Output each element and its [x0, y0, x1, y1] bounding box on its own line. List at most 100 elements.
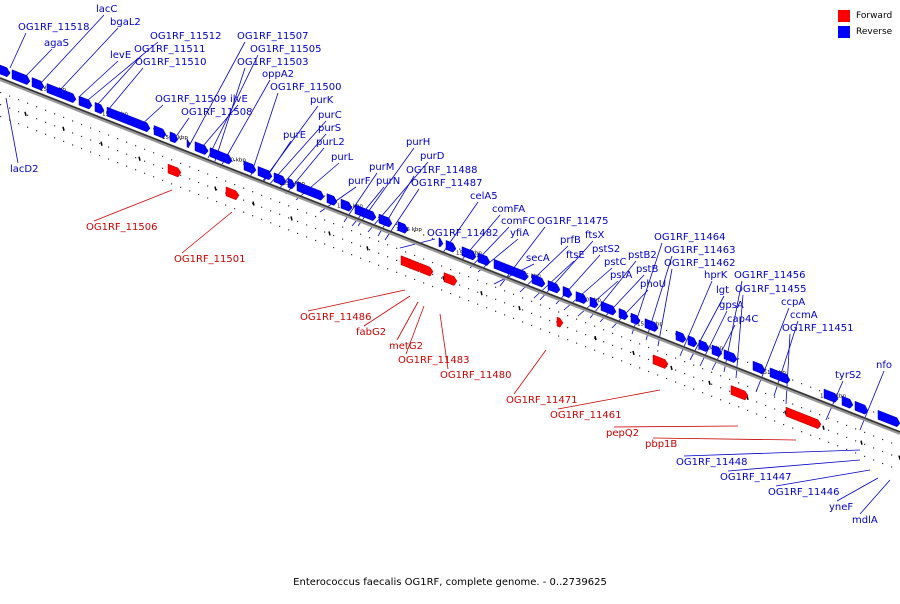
forward-feature[interactable]	[419, 262, 434, 277]
forward-feature[interactable]	[167, 163, 182, 178]
gene-label[interactable]: OG1RF_11487	[411, 178, 483, 189]
gene-label[interactable]: OG1RF_11461	[550, 410, 622, 421]
gene-label[interactable]: OG1RF_11456	[734, 270, 806, 281]
gene-label[interactable]: OG1RF_11482	[427, 228, 499, 239]
gene-label[interactable]: OG1RF_11451	[782, 323, 854, 334]
gene-label[interactable]: levE	[110, 50, 131, 61]
reverse-feature[interactable]	[273, 172, 287, 186]
reverse-feature[interactable]	[841, 395, 854, 409]
reverse-feature[interactable]	[752, 360, 766, 374]
gene-label[interactable]: purK	[310, 95, 334, 106]
gene-label[interactable]: purS	[318, 123, 341, 134]
reverse-feature[interactable]	[11, 69, 31, 85]
reverse-feature[interactable]	[169, 131, 179, 144]
gene-label[interactable]: purC	[318, 110, 342, 121]
reverse-feature[interactable]	[340, 198, 353, 212]
reverse-feature[interactable]	[31, 77, 45, 91]
gene-label[interactable]: OG1RF_11488	[406, 165, 478, 176]
gene-label[interactable]: OG1RF_11505	[250, 44, 322, 55]
gene-label[interactable]: OG1RF_11511	[134, 44, 206, 55]
gene-label[interactable]: agaS	[44, 38, 69, 49]
gene-label[interactable]: OG1RF_11447	[720, 472, 792, 483]
reverse-feature[interactable]	[209, 147, 233, 165]
forward-feature[interactable]	[652, 354, 669, 369]
gene-label[interactable]: OG1RF_11455	[735, 284, 807, 295]
gene-label[interactable]: secA	[526, 253, 550, 264]
gene-label[interactable]: OG1RF_11518	[18, 22, 90, 33]
gene-label[interactable]: pbp1B	[645, 439, 677, 450]
forward-feature[interactable]	[556, 316, 564, 328]
gene-label[interactable]: OG1RF_11486	[300, 312, 372, 323]
reverse-feature[interactable]	[698, 339, 710, 352]
gene-label[interactable]: OG1RF_11512	[150, 31, 222, 42]
gene-label[interactable]: OG1RF_11471	[506, 395, 578, 406]
gene-label[interactable]: lacD2	[10, 164, 38, 175]
gene-label[interactable]: OG1RF_11462	[664, 258, 736, 269]
gene-label[interactable]: bgaL2	[110, 17, 141, 28]
reverse-feature[interactable]	[877, 409, 900, 428]
reverse-feature[interactable]	[687, 335, 698, 348]
gene-label[interactable]: ilvE	[230, 94, 248, 105]
reverse-feature[interactable]	[823, 388, 839, 403]
forward-feature[interactable]	[730, 385, 749, 401]
forward-feature[interactable]	[225, 186, 240, 201]
gene-label[interactable]: purE	[283, 130, 306, 141]
gene-label[interactable]: OG1RF_11510	[135, 57, 207, 68]
gene-label[interactable]: nfo	[876, 360, 892, 371]
reverse-feature[interactable]	[618, 308, 629, 321]
gene-label[interactable]: gpsA	[719, 300, 744, 311]
gene-label[interactable]: ccmA	[790, 310, 818, 321]
reverse-feature[interactable]	[296, 181, 325, 201]
reverse-feature[interactable]	[562, 286, 573, 299]
reverse-feature[interactable]	[186, 138, 191, 149]
reverse-feature[interactable]	[461, 246, 477, 261]
reverse-feature[interactable]	[287, 177, 296, 190]
gene-label[interactable]: pstB2	[628, 250, 657, 261]
gene-label[interactable]: purD	[420, 151, 445, 162]
gene-label[interactable]: OG1RF_11464	[654, 232, 726, 243]
gene-label[interactable]: OG1RF_11508	[181, 107, 253, 118]
reverse-feature[interactable]	[575, 291, 588, 304]
reverse-feature[interactable]	[711, 344, 723, 358]
reverse-feature[interactable]	[854, 400, 869, 415]
gene-label[interactable]: celA5	[470, 191, 498, 202]
reverse-feature[interactable]	[78, 95, 93, 110]
reverse-feature[interactable]	[94, 101, 105, 115]
gene-label[interactable]: comFA	[492, 204, 525, 215]
gene-label[interactable]: ftsX	[585, 230, 604, 241]
gene-label[interactable]: purL2	[316, 137, 345, 148]
gene-label[interactable]: pepQ2	[606, 428, 639, 439]
gene-label[interactable]: pstC	[604, 257, 626, 268]
reverse-feature[interactable]	[257, 166, 273, 181]
gene-label[interactable]: OG1RF_11507	[237, 31, 309, 42]
gene-label[interactable]: phoU	[640, 279, 666, 290]
reverse-feature[interactable]	[326, 193, 338, 206]
gene-label[interactable]: OG1RF_11501	[174, 254, 246, 265]
gene-label[interactable]: yneF	[829, 502, 853, 513]
reverse-feature[interactable]	[589, 296, 599, 309]
reverse-feature[interactable]	[46, 83, 77, 104]
gene-label[interactable]: metG2	[389, 341, 423, 352]
gene-label[interactable]: purH	[406, 137, 430, 148]
reverse-feature[interactable]	[438, 237, 444, 248]
gene-label[interactable]: oppA2	[262, 69, 294, 80]
gene-label[interactable]: purN	[376, 176, 400, 187]
gene-label[interactable]: ftsE	[566, 250, 585, 261]
gene-label[interactable]: cap4C	[727, 314, 758, 325]
reverse-feature[interactable]	[547, 280, 561, 294]
gene-label[interactable]: fabG2	[356, 327, 386, 338]
reverse-feature[interactable]	[644, 318, 659, 332]
forward-feature[interactable]	[443, 272, 458, 286]
gene-label[interactable]: OG1RF_11448	[676, 457, 748, 468]
gene-label[interactable]: pstS2	[592, 244, 620, 255]
gene-label[interactable]: yfiA	[510, 228, 529, 239]
reverse-feature[interactable]	[153, 125, 167, 139]
reverse-feature[interactable]	[477, 252, 491, 266]
reverse-feature[interactable]	[397, 221, 409, 234]
gene-label[interactable]: hprK	[704, 270, 728, 281]
gene-label[interactable]: purM	[369, 162, 394, 173]
gene-label[interactable]: lacC	[96, 4, 117, 15]
gene-label[interactable]: OG1RF_11463	[664, 245, 736, 256]
reverse-feature[interactable]	[493, 258, 529, 281]
gene-label[interactable]: OG1RF_11446	[768, 487, 840, 498]
